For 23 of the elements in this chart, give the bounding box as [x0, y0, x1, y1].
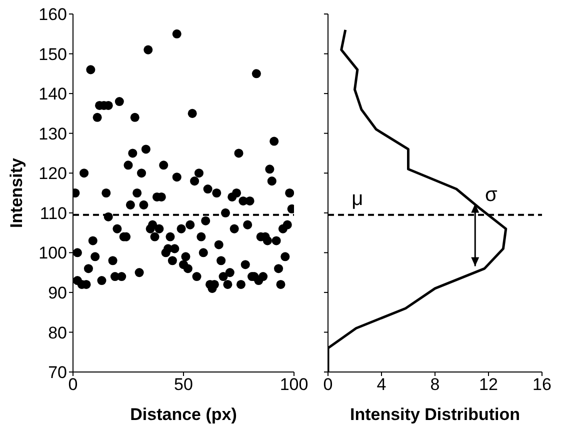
x-tick-label: 8: [430, 375, 440, 394]
annotation: μ: [352, 188, 364, 210]
x-axis-title: Distance (px): [130, 405, 237, 424]
x-tick-label: 16: [532, 375, 552, 394]
x-tick-label: 0: [68, 375, 78, 394]
y-tick-label: 90: [48, 283, 67, 302]
y-axis-title: Intensity: [7, 158, 26, 228]
annotation: σ: [485, 184, 498, 206]
y-tick-label: 100: [38, 244, 67, 263]
y-tick-label: 150: [38, 44, 67, 64]
x-tick-label: 50: [174, 375, 193, 394]
x-tick-label: 12: [479, 375, 498, 394]
x-tick-label: 4: [376, 375, 386, 394]
x-axis-title: Intensity Distribution: [350, 405, 520, 424]
y-tick-label: 70: [48, 363, 67, 382]
y-tick-label: 120: [38, 164, 67, 184]
y-tick-label: 110: [40, 204, 67, 223]
y-tick-label: 160: [38, 5, 67, 24]
y-tick-label: 80: [48, 323, 67, 342]
x-tick-label: 0: [323, 375, 333, 394]
y-tick-label: 130: [38, 124, 67, 144]
y-tick-label: 140: [38, 84, 67, 104]
x-tick-label: 100: [280, 375, 308, 394]
